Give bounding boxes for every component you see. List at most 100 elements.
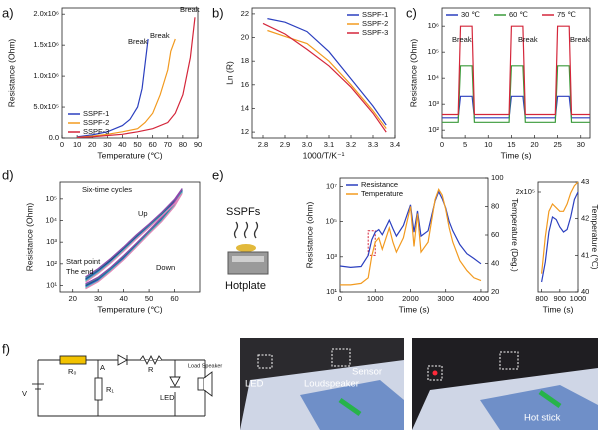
circuit <box>32 354 213 417</box>
y2-axis-label: Temperature (℃) <box>590 204 598 269</box>
x-tick-label: 30 <box>103 140 111 149</box>
y-tick-label: 14 <box>241 103 249 112</box>
panel-labels: a) b) c) d) e) f) <box>2 5 417 356</box>
x-tick-label: 900 <box>554 294 567 303</box>
y-tick-label: 10⁵ <box>326 217 337 226</box>
series-line <box>541 181 579 274</box>
series-line <box>339 190 482 269</box>
annotation: The end <box>66 267 94 276</box>
x-tick-label: 1000 <box>570 294 587 303</box>
circuit-label: R <box>148 365 154 374</box>
x-tick-label: 3.4 <box>390 140 400 149</box>
annotation: Break <box>570 35 590 44</box>
photo-label: LED <box>245 379 264 390</box>
hotplate-schematic: SSPFs Hotplate <box>225 206 269 292</box>
y-tick-label: 2x10⁵ <box>516 187 535 196</box>
x-tick-label: 2.9 <box>280 140 290 149</box>
series-line <box>77 38 149 138</box>
y2-tick-label: 42 <box>581 214 589 223</box>
legend-label: 60 ℃ <box>509 10 528 19</box>
photo-label: Loudspeaker <box>304 379 359 390</box>
y-tick-label: 10⁶ <box>428 21 439 30</box>
x-tick-label: 30 <box>577 140 585 149</box>
y-axis-label: Resistance (ohm) <box>304 202 314 269</box>
y-tick-label: 1.5x10⁶ <box>33 40 59 49</box>
plot-frame <box>59 181 201 293</box>
plot-frame <box>251 7 396 139</box>
y-tick-label: 5.0x10⁵ <box>33 102 59 111</box>
y2-tick-label: 20 <box>491 287 499 296</box>
x-tick-label: 0 <box>440 140 444 149</box>
board <box>480 385 598 430</box>
circuit-label: V <box>22 389 27 398</box>
annotation: Break <box>180 5 200 14</box>
series-line <box>442 65 590 123</box>
y-tick-label: 10⁵ <box>46 194 57 203</box>
x-tick-label: 800 <box>535 294 548 303</box>
schematic-label: Hotplate <box>225 280 266 292</box>
annotation: Break <box>150 31 170 40</box>
x-tick-label: 5 <box>463 140 467 149</box>
led-light <box>432 370 438 376</box>
series-line <box>85 188 183 285</box>
photo-1: LED Loudspeaker Sensor <box>240 338 404 430</box>
circuit-label: Load Speaker <box>188 363 222 369</box>
x-tick-label: 1000 <box>367 294 384 303</box>
y2-tick-label: 100 <box>491 173 504 182</box>
y-tick-label: 1.0x10⁶ <box>33 71 59 80</box>
x-tick-label: 50 <box>133 140 141 149</box>
x-tick-label: 15 <box>507 140 515 149</box>
x-tick-label: 20 <box>88 140 96 149</box>
legend-label: SSPF-2 <box>83 118 109 127</box>
heat-waves <box>233 221 259 239</box>
resistor <box>139 354 163 366</box>
annotation: Six-time cycles <box>82 185 132 194</box>
legend-label: SSPF-3 <box>83 127 109 136</box>
series-line <box>541 191 579 283</box>
photo-2: Hot stick <box>412 338 598 430</box>
x-tick-label: 60 <box>170 294 178 303</box>
series-line <box>340 188 482 286</box>
x-tick-label: 90 <box>194 140 202 149</box>
diode <box>117 354 128 366</box>
plot-frame <box>537 181 579 293</box>
panel-label: c) <box>406 5 417 20</box>
panel-label: a) <box>2 5 14 20</box>
hotplate <box>227 251 269 275</box>
x-tick-label: 3.2 <box>346 140 356 149</box>
y-axis-label: Resistance (Ohm) <box>6 39 16 108</box>
y-tick-label: 16 <box>241 80 249 89</box>
x-tick-label: 40 <box>118 140 126 149</box>
highlight-box <box>499 351 519 370</box>
series-line <box>442 25 590 116</box>
y2-tick-label: 41 <box>581 250 589 259</box>
arrow <box>538 389 562 409</box>
circuit-labels: V R₀ A R₁ R LED Load Speaker <box>22 363 222 402</box>
annotation: Break <box>452 35 472 44</box>
x-axis-label: Time (s) <box>399 304 430 314</box>
x-tick-label: 10 <box>73 140 81 149</box>
highlight-box <box>257 354 273 369</box>
y-tick-label: 22 <box>241 9 249 18</box>
wire <box>37 359 205 417</box>
y-tick-label: 18 <box>241 56 249 65</box>
legend-label: SSPF-1 <box>362 10 388 19</box>
plot-frame <box>61 7 199 139</box>
series-line <box>77 17 196 138</box>
y-tick-label: 10² <box>428 125 439 134</box>
x-tick-label: 70 <box>164 140 172 149</box>
circuit-label: R₀ <box>68 367 77 376</box>
y-tick-label: 10³ <box>326 252 337 261</box>
y-tick-label: 10⁴ <box>427 73 439 82</box>
x-axis-label: Temperature (℃) <box>97 304 162 314</box>
x-tick-label: 3.3 <box>368 140 378 149</box>
photo-label: Sensor <box>352 367 382 378</box>
x-tick-label: 20 <box>69 294 77 303</box>
y-tick-label: 10⁴ <box>45 215 57 224</box>
y2-tick-label: 40 <box>581 287 589 296</box>
x-tick-label: 2000 <box>402 294 419 303</box>
x-tick-label: 4000 <box>473 294 490 303</box>
x-tick-label: 50 <box>145 294 153 303</box>
x-axis-label: Temperature (℃) <box>97 150 162 160</box>
